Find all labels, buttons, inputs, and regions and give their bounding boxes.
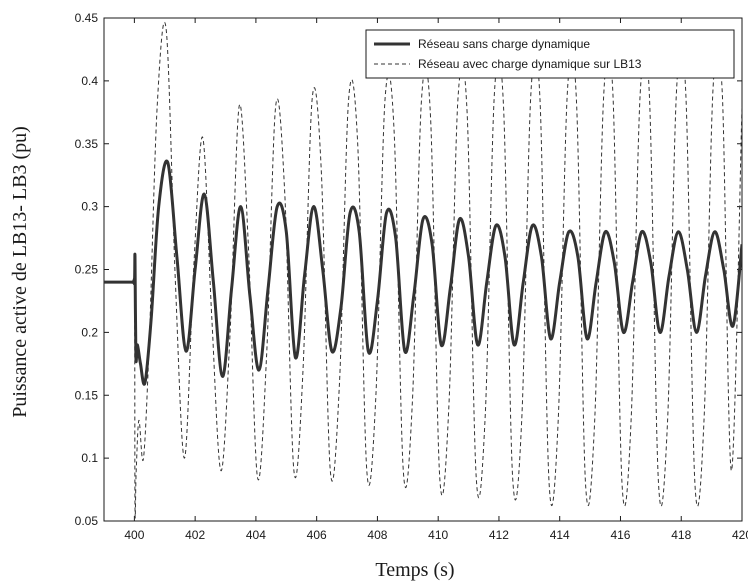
x-tick-label: 408 <box>367 528 387 542</box>
x-tick-label: 402 <box>185 528 205 542</box>
y-axis-title: Puissance active de LB13- LB3 (pu) <box>9 126 31 418</box>
plot-area <box>103 17 743 522</box>
y-tick-label: 0.05 <box>75 514 99 528</box>
plot-frame <box>103 17 743 522</box>
y-tick-label: 0.15 <box>75 388 99 402</box>
y-tick-label: 0.1 <box>81 451 98 465</box>
x-tick-label: 414 <box>550 528 570 542</box>
x-tick-label: 416 <box>610 528 630 542</box>
x-tick-label: 400 <box>124 528 144 542</box>
x-tick-label: 404 <box>246 528 266 542</box>
y-tick-label: 0.2 <box>81 325 98 339</box>
legend-box <box>365 29 735 79</box>
series-lines <box>104 21 742 519</box>
x-tick-label: 418 <box>671 528 691 542</box>
y-tick-label: 0.35 <box>75 137 99 151</box>
x-tick-label: 420 <box>732 528 748 542</box>
y-tick-label: 0.3 <box>81 200 98 214</box>
series-line-solid <box>104 159 742 386</box>
y-tick-label: 0.4 <box>81 74 98 88</box>
legend: Réseau sans charge dynamique Réseau avec … <box>365 29 735 79</box>
axis-ticks: 400 402 404 406 408 410 412 414 416 418 420 0.05 0.1… <box>75 11 748 542</box>
x-tick-label: 410 <box>428 528 448 542</box>
legend-label: Réseau sans charge dynamique <box>418 37 590 51</box>
x-axis-title: Temps (s) <box>375 559 454 581</box>
x-tick-label: 412 <box>489 528 509 542</box>
legend-label: Réseau avec charge dynamique sur LB13 <box>418 57 642 71</box>
y-tick-label: 0.25 <box>75 263 99 277</box>
y-tick-label: 0.45 <box>75 11 99 25</box>
x-tick-label: 406 <box>307 528 327 542</box>
